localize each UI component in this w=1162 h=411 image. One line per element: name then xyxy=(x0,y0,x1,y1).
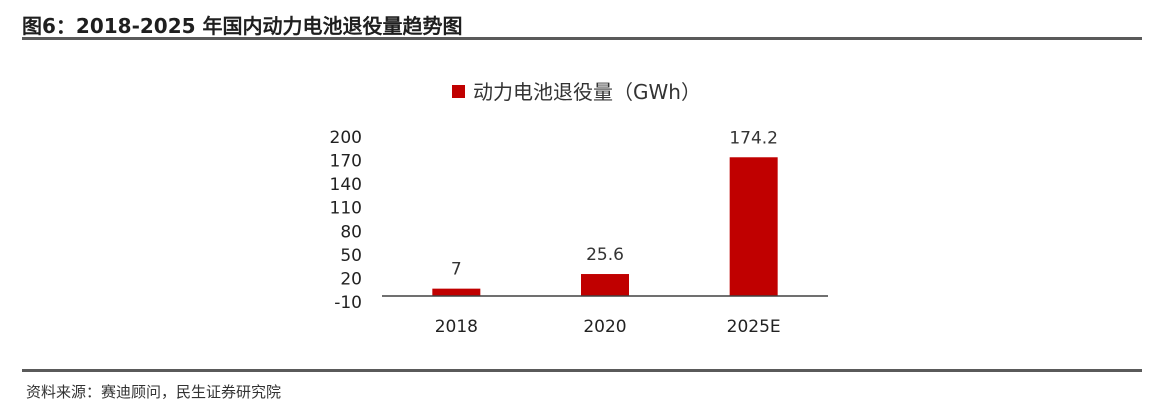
figure-title: 图6：2018-2025 年国内动力电池退役量趋势图 xyxy=(22,14,463,38)
data-label-2020: 25.6 xyxy=(586,245,624,265)
bar-2018 xyxy=(432,288,481,296)
source-rule xyxy=(22,369,1142,372)
x-tick-label-2018: 2018 xyxy=(435,317,478,337)
y-tick-label: -10 xyxy=(334,293,362,313)
bars xyxy=(432,157,778,296)
y-tick-label: 110 xyxy=(330,199,362,219)
y-tick-label: 80 xyxy=(340,222,362,242)
y-tick-label: 200 xyxy=(330,128,362,148)
y-tick-label: 170 xyxy=(330,152,362,172)
x-tick-label-2020: 2020 xyxy=(583,317,626,337)
y-axis: 200 170 140 110 80 50 20 -10 xyxy=(330,128,362,313)
data-label-2018: 7 xyxy=(451,260,462,280)
legend-swatch xyxy=(452,85,465,98)
data-labels: 7 25.6 174.2 xyxy=(451,128,778,279)
bar-2025E xyxy=(729,157,778,296)
x-tick-label-2025E: 2025E xyxy=(727,317,781,337)
data-label-2025E: 174.2 xyxy=(729,128,778,148)
chart-legend: 动力电池退役量（GWh） xyxy=(452,80,701,104)
y-tick-label: 50 xyxy=(340,246,362,266)
bar-2020 xyxy=(581,274,629,296)
y-tick-label: 140 xyxy=(330,175,362,195)
source-note: 资料来源：赛迪顾问，民生证券研究院 xyxy=(26,383,282,401)
title-rule xyxy=(22,37,1142,40)
y-tick-label: 20 xyxy=(340,269,362,289)
x-axis: 2018 2020 2025E xyxy=(382,295,828,337)
bar-chart: 动力电池退役量（GWh） 200 170 140 110 80 50 20 -10 7 25.6… xyxy=(330,80,828,337)
legend-label: 动力电池退役量（GWh） xyxy=(473,80,701,104)
